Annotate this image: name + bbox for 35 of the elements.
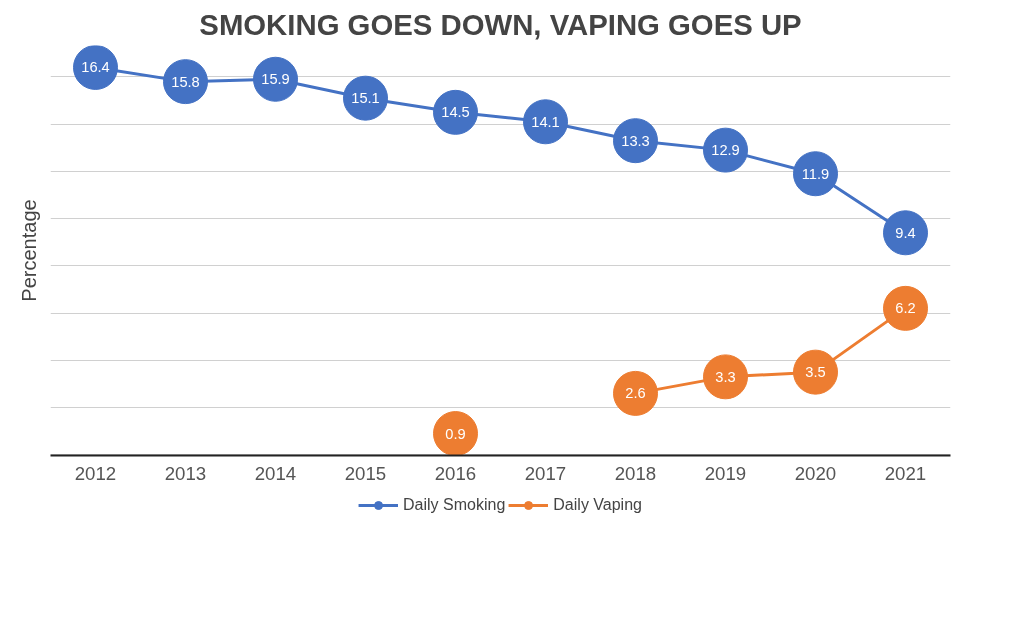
chart-title: SMOKING GOES DOWN, VAPING GOES UP (199, 7, 802, 41)
point (883, 210, 928, 256)
x-tick-label: 2016 (434, 462, 477, 484)
data-label: 3.3 (715, 368, 736, 385)
data-label: 13.3 (621, 132, 650, 149)
data-label: 3.5 (805, 364, 826, 381)
x-tick-label: 2020 (794, 462, 837, 484)
y-axis-title: Percentage (17, 199, 40, 302)
data-label: 14.1 (531, 113, 560, 130)
x-tick-label: 2017 (524, 462, 567, 484)
x-tick-label: 2015 (344, 462, 387, 484)
legend-label: Daily Smoking (403, 496, 506, 514)
data-label: 12.9 (711, 142, 740, 159)
data-label: 15.8 (171, 73, 200, 90)
data-label: 2.6 (625, 385, 646, 402)
data-label: 11.9 (801, 165, 830, 182)
data-label: 15.9 (261, 71, 290, 88)
x-tick-label: 2012 (74, 462, 117, 484)
x-tick-label: 2013 (164, 462, 207, 484)
data-label: 0.9 (445, 425, 466, 442)
x-tick-label: 2018 (614, 462, 657, 484)
point (433, 411, 478, 456)
data-label: 14.5 (441, 104, 470, 121)
data-label: 15.1 (351, 90, 380, 107)
point (883, 285, 928, 331)
data-label: 9.4 (895, 224, 916, 241)
x-tick-label: 2019 (704, 462, 747, 484)
point (793, 349, 838, 395)
point (703, 354, 748, 400)
x-tick-label: 2014 (254, 462, 297, 484)
point (613, 370, 658, 416)
data-label: 6.2 (895, 300, 916, 317)
x-tick-label: 2021 (884, 462, 927, 484)
legend-label: Daily Vaping (553, 496, 642, 514)
data-label: 16.4 (81, 59, 110, 76)
